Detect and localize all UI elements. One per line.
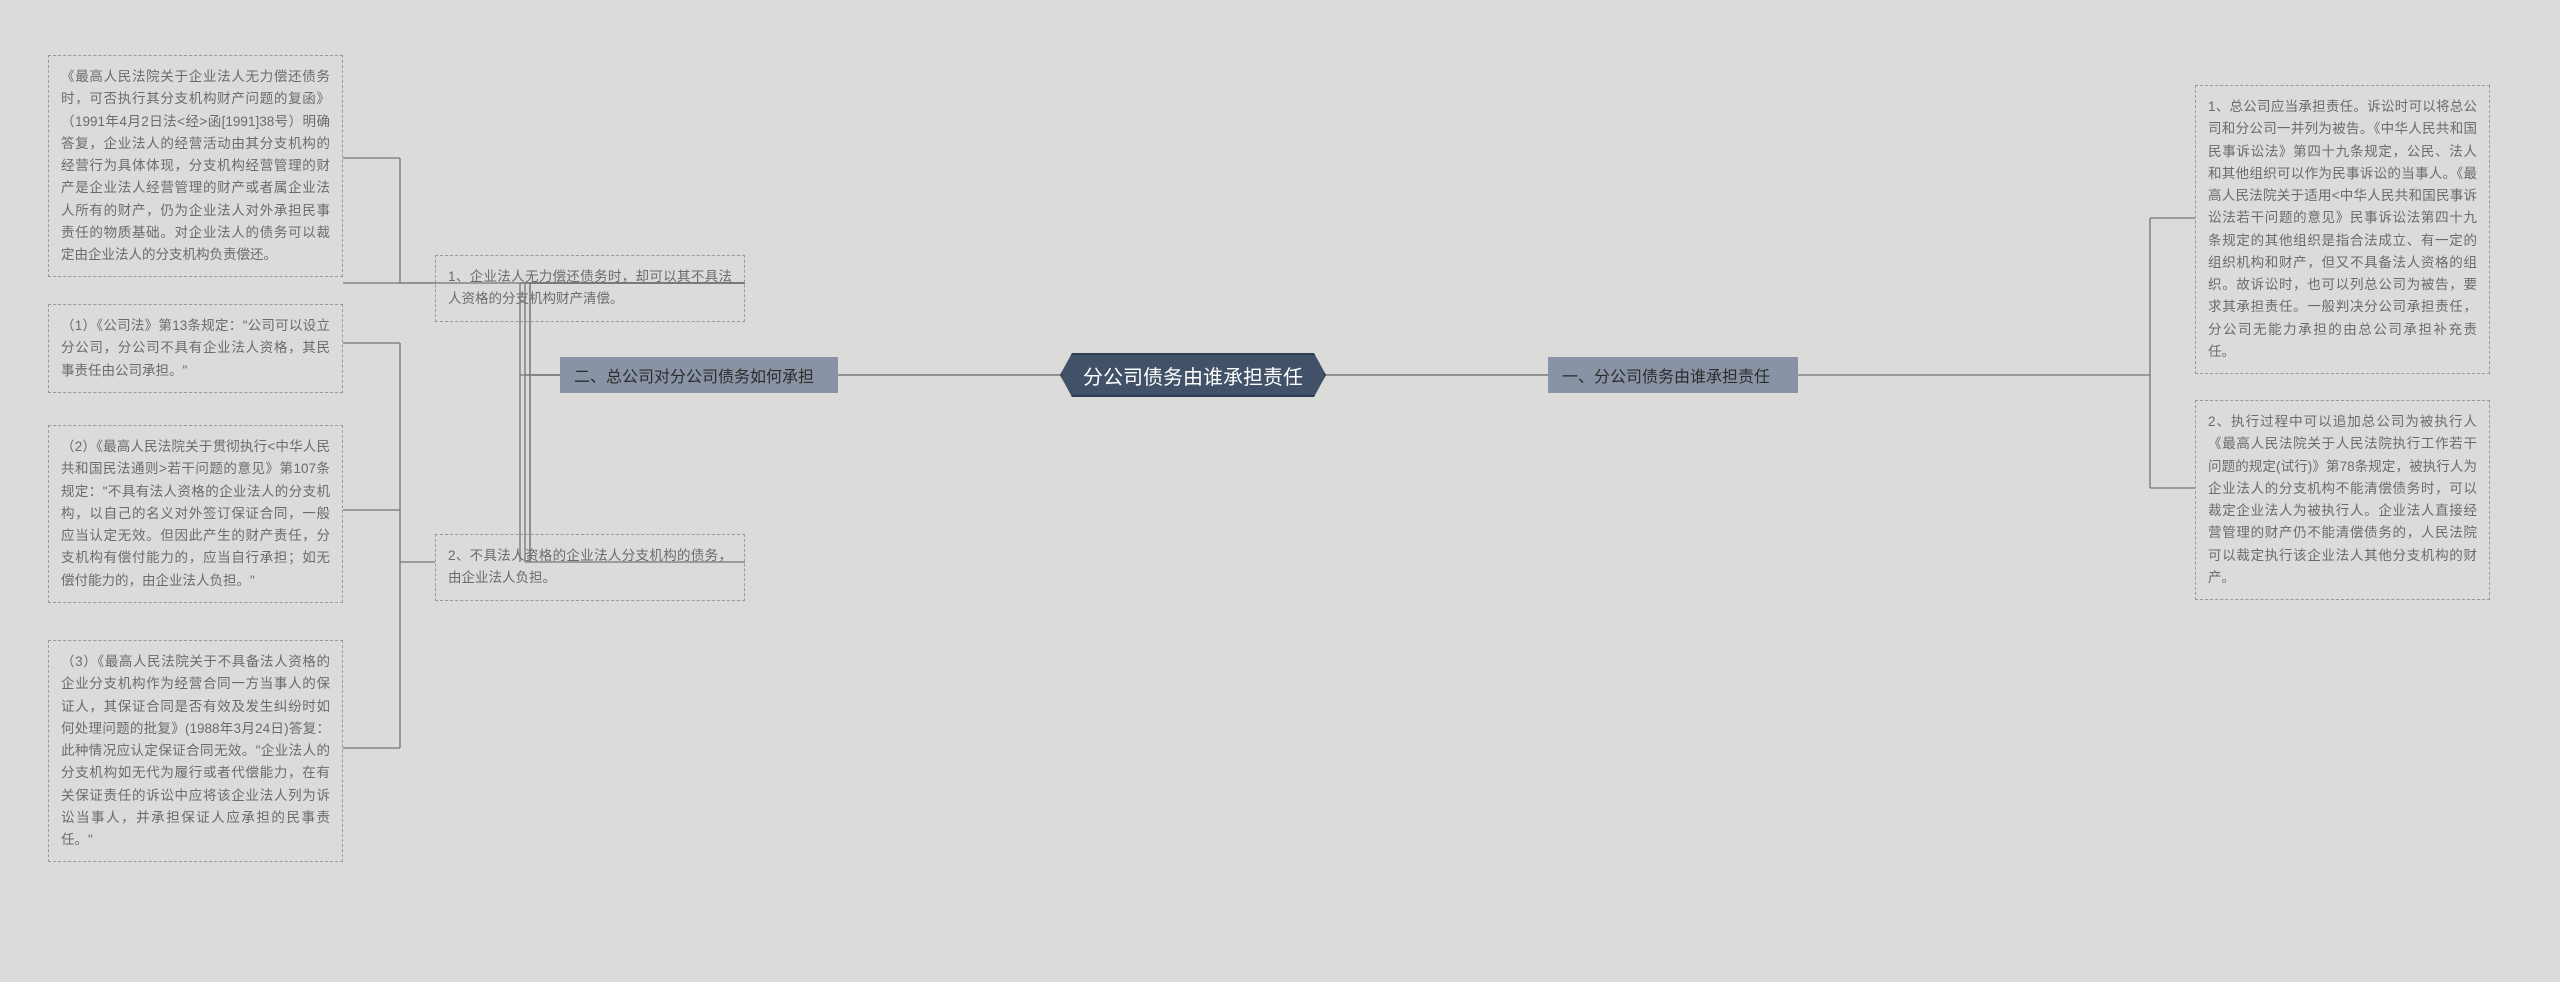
- branch-right[interactable]: 一、分公司债务由谁承担责任: [1548, 357, 1798, 393]
- left-child-1[interactable]: 1、企业法人无力偿还债务时，却可以其不具法人资格的分支机构财产清偿。: [435, 255, 745, 322]
- right-child-1[interactable]: 1、总公司应当承担责任。诉讼时可以将总公司和分公司一并列为被告。《中华人民共和国…: [2195, 85, 2490, 374]
- branch-left[interactable]: 二、总公司对分公司债务如何承担: [560, 357, 838, 393]
- right-child-2[interactable]: 2、执行过程中可以追加总公司为被执行人《最高人民法院关于人民法院执行工作若干问题…: [2195, 400, 2490, 600]
- left-child-2-sub-1[interactable]: （1）《公司法》第13条规定："公司可以设立分公司，分公司不具有企业法人资格，其…: [48, 304, 343, 393]
- left-child-1-sub-1[interactable]: 《最高人民法院关于企业法人无力偿还债务时，可否执行其分支机构财产问题的复函》（1…: [48, 55, 343, 277]
- connectors-clean: [0, 0, 2560, 982]
- left-child-2[interactable]: 2、不具法人资格的企业法人分支机构的债务，由企业法人负担。: [435, 534, 745, 601]
- central-topic[interactable]: 分公司债务由谁承担责任: [1060, 353, 1326, 397]
- left-child-2-sub-3[interactable]: （3）《最高人民法院关于不具备法人资格的企业分支机构作为经营合同一方当事人的保证…: [48, 640, 343, 862]
- connectors: [0, 0, 2560, 982]
- left-child-2-sub-2[interactable]: （2）《最高人民法院关于贯彻执行<中华人民共和国民法通则>若干问题的意见》第10…: [48, 425, 343, 603]
